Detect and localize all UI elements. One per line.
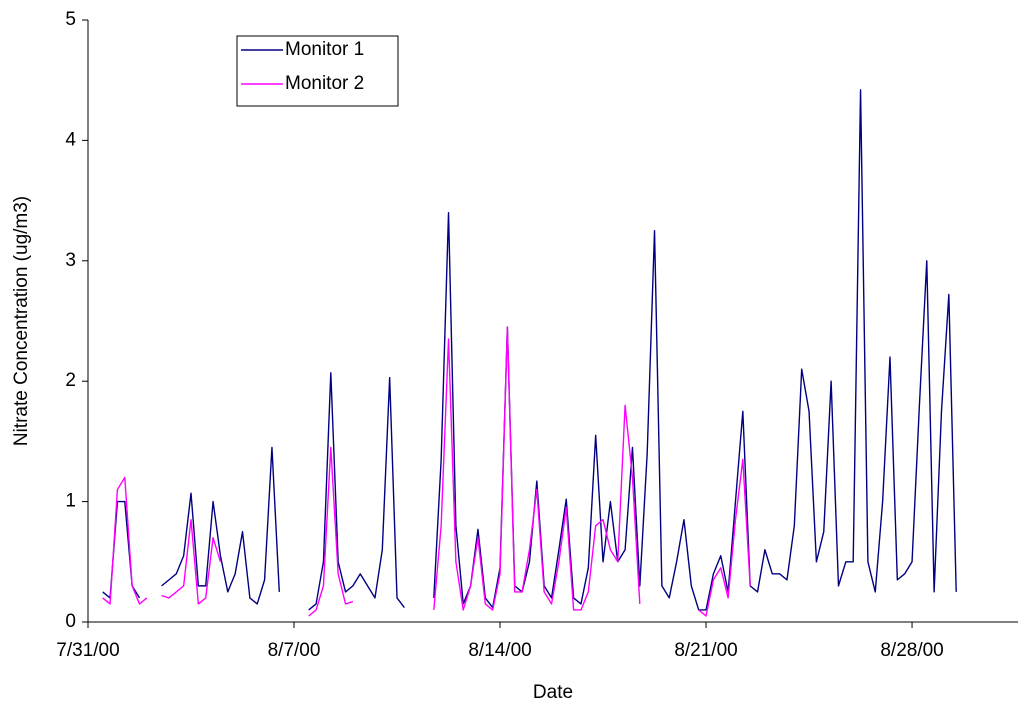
y-tick-label: 2 xyxy=(65,370,76,391)
x-tick-label: 8/7/00 xyxy=(268,640,321,661)
x-axis-label: Date xyxy=(533,682,573,703)
y-tick-label: 0 xyxy=(65,611,76,632)
legend-box xyxy=(236,35,399,107)
series-line xyxy=(102,89,957,611)
y-tick-label: 1 xyxy=(65,491,76,512)
y-tick-label: 4 xyxy=(65,129,76,150)
y-tick-label: 5 xyxy=(65,9,76,30)
y-tick-label: 3 xyxy=(65,250,76,271)
x-tick-label: 7/31/00 xyxy=(56,640,119,661)
x-tick-label: 8/14/00 xyxy=(468,640,531,661)
x-tick-label: 8/21/00 xyxy=(674,640,737,661)
series-line xyxy=(102,326,751,617)
legend-label: Monitor 2 xyxy=(285,73,364,94)
legend-label: Monitor 1 xyxy=(285,39,364,60)
y-axis-label: Nitrate Concentration (ug/m3) xyxy=(11,196,32,446)
x-tick-label: 8/28/00 xyxy=(880,640,943,661)
